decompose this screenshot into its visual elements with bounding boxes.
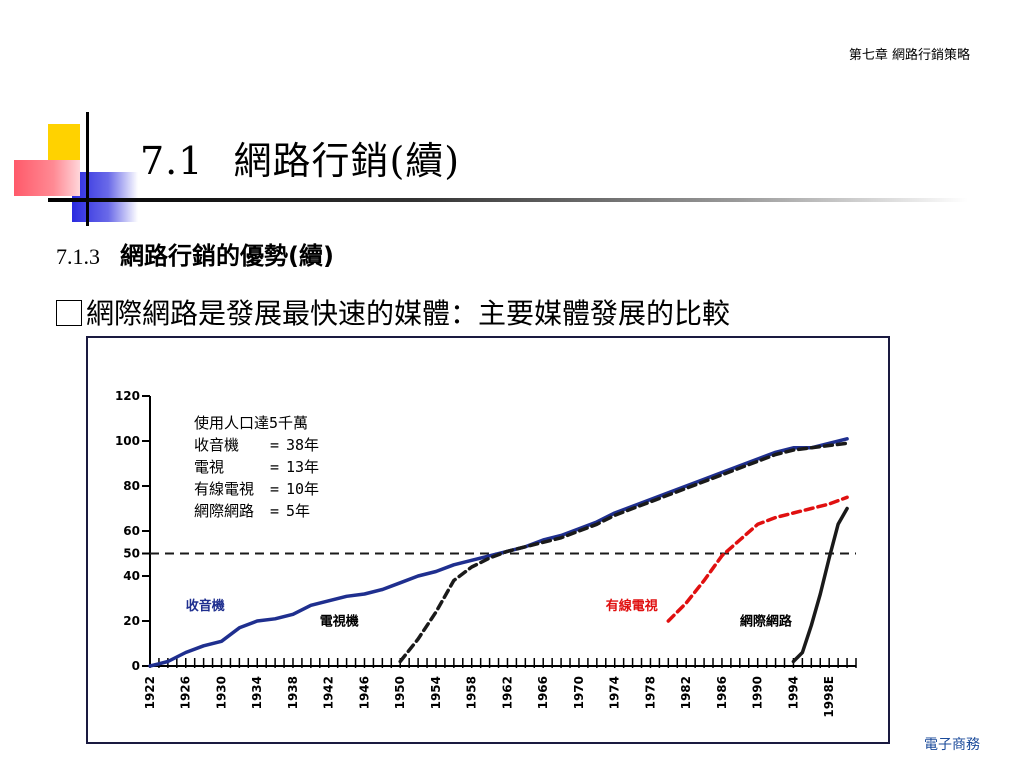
series-internet-line <box>791 506 849 664</box>
legend-row-label: 收音機 <box>194 436 239 454</box>
series-label-internet: 網際網路 <box>740 614 793 630</box>
bullet-box <box>56 300 82 326</box>
media-growth-chart: 0 20 40 50 60 80 100 120 1922 1926 1930 1934 1938 194… <box>115 389 857 718</box>
page-title-number: 7.1 <box>140 139 204 183</box>
chart-frame: 0 20 40 50 60 80 100 120 1922 1926 1930 1934 1938 194… <box>86 336 890 744</box>
bullet-line: 網際網路是發展最快速的媒體：主要媒體發展的比較 <box>56 292 730 332</box>
y-tick-label: 20 <box>123 614 140 628</box>
x-tick-label: 1990 <box>751 676 765 709</box>
legend-row-label: 電視 <box>194 458 224 476</box>
x-tick-label: 1954 <box>429 676 443 709</box>
x-tick-label: 1978 <box>643 676 657 709</box>
x-tick-label: 1926 <box>179 676 193 709</box>
x-tick-label: 1942 <box>322 676 336 709</box>
x-tick-label: 1998E <box>822 676 836 718</box>
y-tick-label: 60 <box>123 524 140 538</box>
page-title: 7.1 網路行銷(續) <box>140 130 460 185</box>
legend-row-sep: = <box>270 458 279 476</box>
title-rule <box>48 198 968 202</box>
legend-row-value: 38年 <box>286 436 319 454</box>
legend-row-value: 13年 <box>286 458 319 476</box>
series-label-cable: 有線電視 <box>606 598 658 614</box>
series-label-radio: 收音機 <box>186 598 225 614</box>
page-title-text: 網路行銷(續) <box>233 139 461 183</box>
x-tick-label: 1922 <box>143 676 157 709</box>
legend-row-value: 5年 <box>286 502 310 520</box>
x-tick-label: 1966 <box>536 676 550 709</box>
legend-row-sep: = <box>270 436 279 454</box>
deco-red-square <box>14 160 80 196</box>
legend-row-label: 網際網路 <box>194 502 254 520</box>
y-tick-label: 40 <box>123 569 140 583</box>
footer-text: 電子商務 <box>924 737 980 753</box>
legend-row-value: 10年 <box>286 480 319 498</box>
x-tick-label: 1994 <box>786 676 800 709</box>
x-tick-label: 1930 <box>214 676 228 709</box>
section-title: 網路行銷的優勢(續) <box>120 242 334 270</box>
deco-blue-square <box>72 172 138 222</box>
x-tick-label: 1946 <box>357 676 371 709</box>
legend-title: 使用人口達5千萬 <box>194 414 308 432</box>
header-chapter: 第七章 網路行銷策略 <box>848 48 970 63</box>
series-cable-line <box>666 495 849 623</box>
x-tick-label: 1970 <box>572 676 586 709</box>
series-radio-line <box>148 437 849 668</box>
x-tick-label: 1986 <box>715 676 729 709</box>
x-tick-label: 1950 <box>393 676 407 709</box>
legend-row-sep: = <box>270 480 279 498</box>
x-tick-label: 1982 <box>679 676 693 709</box>
x-tick-label: 1938 <box>286 676 300 709</box>
y-tick-label: 120 <box>115 389 140 403</box>
section-heading: 7.1.3 網路行銷的優勢(續) <box>56 236 334 271</box>
section-number: 7.1.3 <box>56 244 100 269</box>
x-tick-label: 1934 <box>250 676 264 709</box>
x-tick-label: 1962 <box>500 676 514 709</box>
legend-row-label: 有線電視 <box>194 480 254 498</box>
y-tick-label: 50 <box>123 547 140 561</box>
deco-vertical-line <box>86 112 89 226</box>
series-label-tv: 電視機 <box>320 614 359 630</box>
x-tick-label: 1958 <box>465 676 479 709</box>
y-tick-label: 0 <box>132 659 140 673</box>
bullet-text: 網際網路是發展最快速的媒體：主要媒體發展的比較 <box>86 297 731 330</box>
x-tick-label: 1974 <box>608 676 622 709</box>
series-tv-line <box>398 441 849 664</box>
legend-row-sep: = <box>270 502 279 520</box>
y-tick-label: 100 <box>115 434 140 448</box>
y-tick-label: 80 <box>123 479 140 493</box>
